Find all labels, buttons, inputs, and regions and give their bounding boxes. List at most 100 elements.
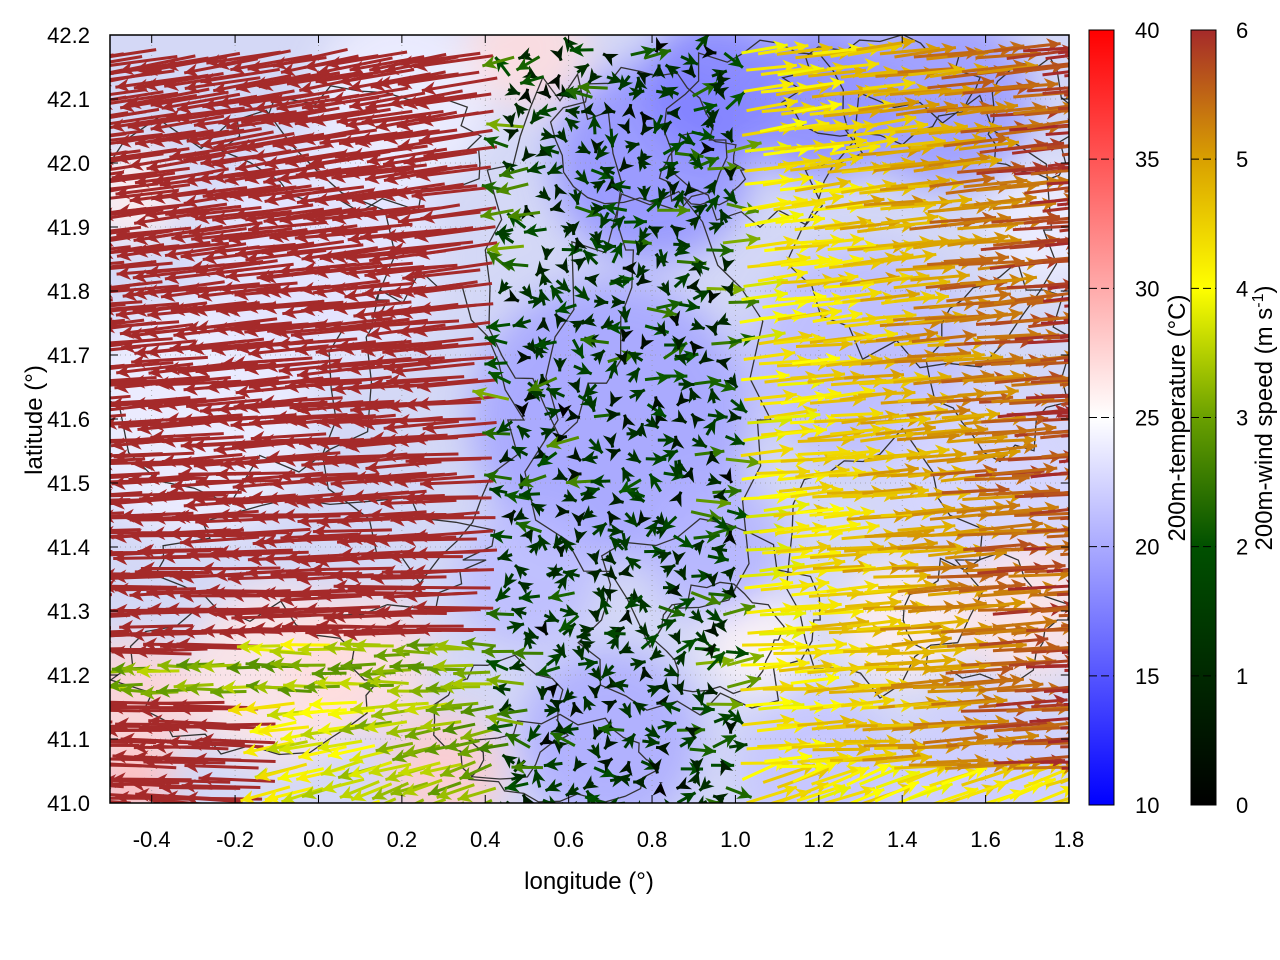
wind-vector (31, 698, 109, 712)
wind-vector-head (372, 786, 388, 800)
wind-vector (679, 735, 697, 750)
wind-vector (545, 651, 564, 667)
wind-vector-head (84, 572, 98, 586)
wind-vector (110, 457, 146, 462)
wind-vector (705, 607, 723, 623)
wind-vector-head (630, 657, 646, 672)
wind-vector-head (75, 324, 90, 338)
wind-vector-head (551, 467, 568, 480)
wind-vector-shaft (414, 548, 498, 556)
wind-vector (724, 719, 738, 734)
wind-vector-head (407, 660, 422, 675)
wind-vector-shaft (110, 395, 191, 407)
wind-vector (298, 530, 377, 545)
wind-vector (110, 261, 173, 271)
wind-vector-head (713, 793, 729, 803)
wind-vector (941, 407, 1001, 422)
wind-vector-head (128, 472, 143, 487)
wind-vector-shaft (120, 339, 197, 350)
wind-vector (692, 289, 711, 304)
wind-vector-head (518, 581, 534, 596)
wind-vector (451, 676, 493, 691)
wind-vector-head (251, 621, 266, 636)
wind-vector-head (1121, 759, 1135, 773)
wind-vector (676, 791, 697, 803)
wind-vector-shaft (131, 355, 208, 364)
wind-vector-head (184, 791, 199, 803)
wind-vector-shaft (310, 375, 392, 388)
wind-vector (395, 413, 476, 428)
wind-vector (562, 568, 581, 582)
wind-vector-head (652, 526, 669, 540)
wind-vector-head (641, 333, 655, 349)
wind-vector (261, 608, 341, 623)
wind-vector-head (701, 681, 718, 695)
wind-vector-head (638, 799, 641, 803)
wind-vector-head (280, 729, 296, 744)
wind-vector (497, 705, 528, 720)
wind-vector-head (646, 684, 662, 698)
wind-vector (152, 739, 229, 754)
wind-vector (593, 764, 616, 779)
wind-vector-shaft (977, 589, 1041, 598)
wind-vector-head (622, 467, 636, 484)
wind-vector-head (388, 804, 404, 817)
wind-vector-head (323, 641, 339, 656)
wind-vector-head (497, 705, 513, 720)
wind-vector-head (267, 284, 282, 299)
wind-vector-head (655, 677, 670, 693)
wind-vector-shaft (110, 457, 146, 462)
wind-vector-head (794, 499, 810, 513)
wind-vector-head (712, 408, 728, 423)
wind-vector-head (609, 796, 619, 803)
wind-vector-head (65, 703, 79, 717)
wind-vector-head (705, 592, 721, 606)
wind-vector (436, 783, 475, 800)
wind-vector-shaft (979, 637, 1049, 647)
wind-vector-head (1122, 697, 1136, 711)
wind-vector (214, 607, 294, 621)
wind-vector-head (518, 474, 535, 488)
wind-vector (200, 561, 281, 576)
wind-vector-head (29, 269, 44, 283)
wind-vector (331, 281, 413, 296)
wind-vector-head (604, 448, 621, 462)
wind-vector-head (670, 435, 685, 451)
wind-vector-shaft (413, 529, 494, 539)
wind-vector-head (642, 634, 658, 649)
wind-vector-head (252, 510, 267, 525)
wind-vector (1042, 471, 1069, 477)
wind-vector-head (348, 531, 363, 546)
wind-vector-head (581, 313, 597, 327)
wind-vector-head (400, 284, 416, 298)
wind-vector (704, 319, 718, 336)
wind-vector-head (718, 467, 732, 483)
wind-vector (277, 767, 324, 783)
wind-vector (908, 781, 954, 801)
wind-vector-head (50, 320, 65, 334)
wind-vector (875, 751, 933, 766)
wind-vector-head (280, 530, 295, 545)
wind-vector-head (722, 530, 737, 546)
wind-vector (110, 515, 163, 520)
wind-vector-head (650, 403, 666, 417)
wind-vector-head (133, 740, 148, 755)
wind-vector-shaft (1046, 590, 1069, 595)
wind-vector-head (550, 699, 566, 713)
wind-vector-head (403, 782, 419, 796)
wind-vector (299, 807, 344, 826)
wind-vector (399, 604, 481, 619)
wind-vector-shaft (957, 389, 1019, 397)
wind-vector (674, 352, 691, 367)
wind-vector (367, 674, 409, 689)
wind-vector (643, 414, 660, 430)
wind-vector (372, 664, 412, 679)
wind-vector-head (370, 431, 385, 446)
wind-vectors (29, 35, 1136, 826)
wind-vector (721, 582, 737, 599)
wind-vector-head (389, 658, 404, 673)
wind-vector (713, 713, 734, 727)
wind-vector-shaft (316, 413, 396, 424)
wind-vector-head (321, 779, 338, 794)
wind-vector-head (567, 376, 581, 393)
